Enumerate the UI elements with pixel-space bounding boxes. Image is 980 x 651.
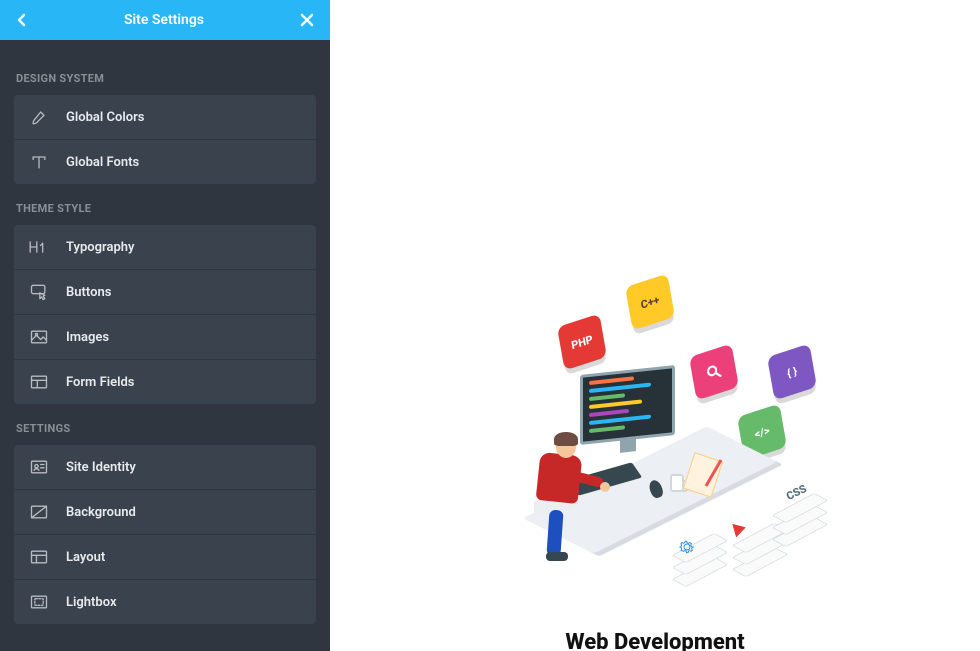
search-block-icon xyxy=(689,343,739,400)
sidebar-header: Site Settings xyxy=(0,0,330,40)
css-stack-icon: CSS xyxy=(770,488,830,542)
item-label: Global Colors xyxy=(66,110,144,125)
web-dev-illustration: PHP C++ { } </> xyxy=(480,270,830,610)
item-global-fonts[interactable]: Global Fonts xyxy=(14,140,316,184)
item-layout[interactable]: Layout xyxy=(14,535,316,579)
section-label-settings: SETTINGS xyxy=(16,422,316,435)
mug-icon xyxy=(670,474,684,492)
h1-icon xyxy=(28,236,50,258)
close-button[interactable] xyxy=(298,11,316,29)
cursor-box-icon xyxy=(28,281,50,303)
back-button[interactable] xyxy=(14,12,30,28)
cpp-block-icon: C++ xyxy=(625,273,675,330)
item-label: Form Fields xyxy=(66,375,134,390)
sidebar-body: DESIGN SYSTEM Global Colors Global Fonts… xyxy=(0,40,330,651)
item-buttons[interactable]: Buttons xyxy=(14,270,316,314)
brush-icon xyxy=(28,106,50,128)
item-lightbox[interactable]: Lightbox xyxy=(14,580,316,624)
item-label: Global Fonts xyxy=(66,155,139,170)
layout-icon xyxy=(28,546,50,568)
item-background[interactable]: Background xyxy=(14,490,316,534)
item-label: Buttons xyxy=(66,285,111,300)
main-canvas: PHP C++ { } </> xyxy=(330,0,980,651)
item-label: Background xyxy=(66,505,136,520)
image-icon xyxy=(28,326,50,348)
item-site-identity[interactable]: Site Identity xyxy=(14,445,316,489)
bg-split-icon xyxy=(28,501,50,523)
gear-icon xyxy=(678,538,696,556)
section-items-theme-style: Typography Buttons Images xyxy=(14,225,316,404)
section-items-design-system: Global Colors Global Fonts xyxy=(14,95,316,184)
braces-block-icon: { } xyxy=(767,343,817,400)
section-items-settings: Site Identity Background Layout xyxy=(14,445,316,624)
item-typography[interactable]: Typography xyxy=(14,225,316,269)
php-block-icon: PHP xyxy=(557,313,607,370)
app-root: Site Settings DESIGN SYSTEM Global Color… xyxy=(0,0,980,651)
item-images[interactable]: Images xyxy=(14,315,316,359)
id-card-icon xyxy=(28,456,50,478)
section-label-theme-style: THEME STYLE xyxy=(16,202,316,215)
item-global-colors[interactable]: Global Colors xyxy=(14,95,316,139)
settings-sidebar: Site Settings DESIGN SYSTEM Global Color… xyxy=(0,0,330,651)
form-icon xyxy=(28,371,50,393)
item-label: Layout xyxy=(66,550,105,565)
item-form-fields[interactable]: Form Fields xyxy=(14,360,316,404)
item-label: Images xyxy=(66,330,109,345)
lightbox-icon xyxy=(28,591,50,613)
item-label: Lightbox xyxy=(66,595,117,610)
section-label-design-system: DESIGN SYSTEM xyxy=(16,72,316,85)
chevron-left-icon xyxy=(16,13,28,27)
monitor-stand-icon xyxy=(620,437,636,453)
sidebar-title: Site Settings xyxy=(124,12,204,28)
item-label: Typography xyxy=(66,240,135,255)
content-title: Web Development xyxy=(565,630,744,651)
text-t-icon xyxy=(28,151,50,173)
close-icon xyxy=(299,12,315,28)
item-label: Site Identity xyxy=(66,460,136,475)
content-block: PHP C++ { } </> xyxy=(480,270,830,651)
person-icon xyxy=(510,430,600,570)
